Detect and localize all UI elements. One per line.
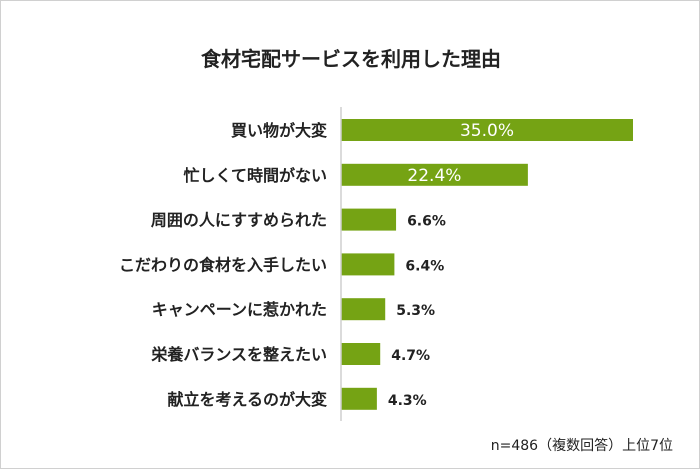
value-label: 6.6% (407, 214, 446, 230)
value-label: 5.3% (396, 303, 435, 319)
category-label: 忙しくて時間がない (183, 166, 327, 185)
category-label: 買い物が大変 (231, 121, 327, 140)
category-label: キャンペーンに惹かれた (152, 300, 327, 319)
value-label: 6.4% (405, 258, 444, 274)
bar (341, 208, 397, 231)
value-label: 22.4% (407, 166, 461, 186)
chart-title: 食材宅配サービスを利用した理由 (201, 47, 501, 71)
value-label: 4.7% (391, 348, 430, 364)
sample-note: n=486（複数回答）上位7位 (490, 438, 673, 454)
bar (341, 387, 377, 410)
value-label: 35.0% (460, 121, 514, 141)
bar (341, 253, 395, 276)
category-label: 栄養バランスを整えたい (150, 345, 327, 364)
bar (341, 298, 386, 321)
category-label: 献立を考えるのが大変 (167, 390, 327, 409)
bar (341, 119, 633, 141)
bar (341, 163, 528, 186)
value-label: 4.3% (388, 393, 427, 409)
category-label: こだわりの食材を入手したい (119, 255, 327, 274)
bar (341, 343, 381, 365)
category-label: 周囲の人にすすめられた (151, 211, 327, 230)
